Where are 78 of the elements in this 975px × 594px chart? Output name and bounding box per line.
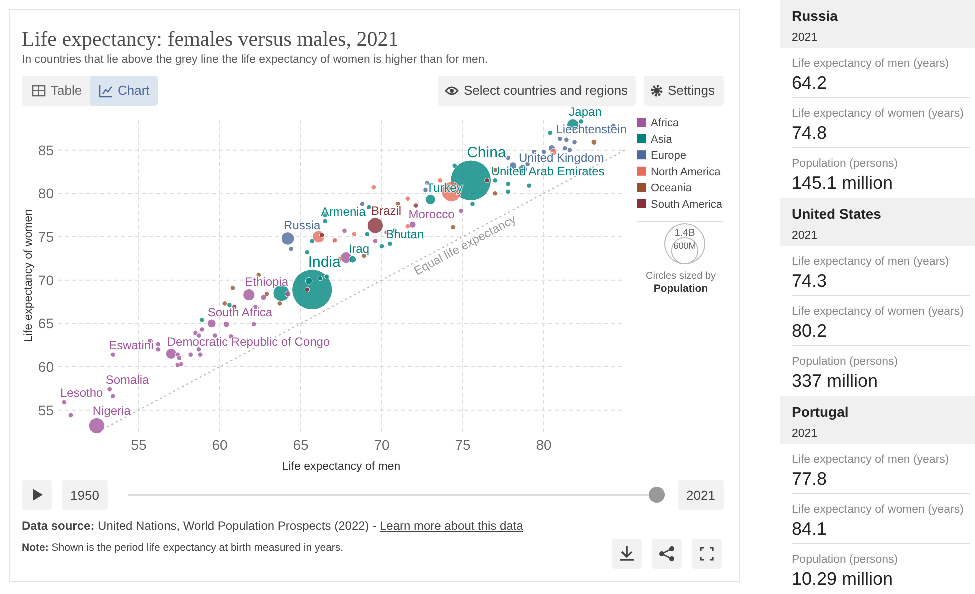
annotation: Russia — [284, 218, 322, 232]
text: Life expectancy of women (years) — [792, 306, 964, 318]
text: Select countries and regions — [464, 83, 629, 98]
x-tick-label: 70 — [374, 437, 390, 453]
legend-label: South America — [651, 199, 724, 211]
text: Life expectancy of women (years) — [792, 108, 964, 120]
annotation: Somalia — [106, 373, 150, 388]
annotation: Nigeria — [92, 404, 132, 418]
text: Population — [654, 283, 708, 295]
text: Life expectancy of men (years) — [792, 58, 950, 70]
text: 1950 — [70, 488, 100, 503]
annotation: Ethiopia — [245, 275, 289, 290]
annotation: Eswatini — [109, 338, 154, 352]
text: Chart — [118, 83, 150, 98]
text: Life expectancy of men (years) — [792, 454, 950, 466]
annotation: Morocco — [408, 208, 456, 222]
text: United States — [792, 206, 882, 222]
text: Population (persons) — [792, 554, 898, 566]
x-tick-label: 75 — [455, 437, 471, 453]
y-axis-title: Life expectancy of women — [23, 210, 35, 342]
chart-subtitle: In countries that lie above the grey line the life expectancy of women is higher than for men. — [22, 54, 488, 66]
legend-label: 1.4B — [674, 228, 696, 239]
annotation: Lesotho — [60, 386, 104, 400]
annotation: Armenia — [321, 205, 366, 220]
text: Life expectancy of men (years) — [792, 256, 950, 268]
x-tick-label: 80 — [536, 437, 552, 453]
text: 2021 — [792, 32, 818, 44]
annotation: Iraq — [348, 242, 370, 256]
chart-title: Life expectancy: females versus males, 2021 — [22, 27, 399, 51]
legend-label: 600M — [674, 240, 696, 251]
text: 74.8 — [792, 123, 828, 143]
legend-label: Africa — [651, 118, 680, 130]
annotation: Bhutan — [386, 228, 424, 242]
text: 2021 — [792, 428, 818, 440]
text: Note: Shown is the period life expectancy at birth measured in years. — [22, 542, 344, 554]
annotation: United Kingdom — [518, 151, 604, 166]
annotation: Liechtenstein — [556, 122, 627, 137]
annotation: India — [308, 254, 342, 271]
annotation: Democratic Republic of Congo — [167, 334, 330, 349]
legend-label: Europe — [651, 150, 686, 162]
text: 145.1 million — [792, 173, 894, 193]
x-tick-label: 55 — [131, 437, 147, 453]
y-tick-label: 60 — [38, 359, 54, 375]
text: 64.2 — [792, 73, 828, 93]
text: Settings — [668, 83, 716, 98]
text: Portugal — [792, 404, 849, 420]
annotation: Japan — [569, 105, 602, 120]
x-tick-label: 60 — [212, 437, 228, 453]
legend-label: Oceania — [651, 182, 693, 195]
legend-label: Asia — [651, 134, 674, 146]
x-tick-label: 65 — [293, 437, 309, 453]
y-tick-label: 55 — [38, 402, 54, 418]
text: 74.3 — [792, 271, 828, 291]
text: 77.8 — [792, 469, 828, 489]
annotation: South Africa — [208, 306, 273, 320]
text: Population (persons) — [792, 158, 898, 170]
annotation: China — [467, 144, 507, 162]
legend-label: North America — [651, 166, 722, 178]
annotation: United Arab Emirates — [491, 164, 605, 178]
text: 80.2 — [792, 321, 828, 341]
text: Russia — [792, 8, 838, 24]
text: Table — [51, 83, 82, 98]
y-tick-label: 80 — [38, 186, 54, 202]
text: 10.29 million — [792, 569, 894, 589]
text: 2021 — [792, 230, 818, 242]
text: Circles sized by — [646, 271, 716, 282]
source-note: Data source: United Nations, World Population Prospects (2022) - Learn more about this data — [22, 519, 524, 533]
x-axis-title: Life expectancy of men — [282, 461, 401, 473]
annotation: Brazil — [372, 204, 402, 218]
text: Population (persons) — [792, 356, 898, 368]
text: 84.1 — [792, 519, 828, 539]
y-tick-label: 75 — [38, 229, 54, 245]
text: 2021 — [686, 488, 716, 503]
text: 337 million — [792, 371, 878, 391]
y-tick-label: 85 — [38, 142, 54, 158]
text: Life expectancy of women (years) — [792, 504, 964, 516]
y-tick-label: 65 — [38, 316, 54, 332]
y-tick-label: 70 — [38, 272, 54, 288]
